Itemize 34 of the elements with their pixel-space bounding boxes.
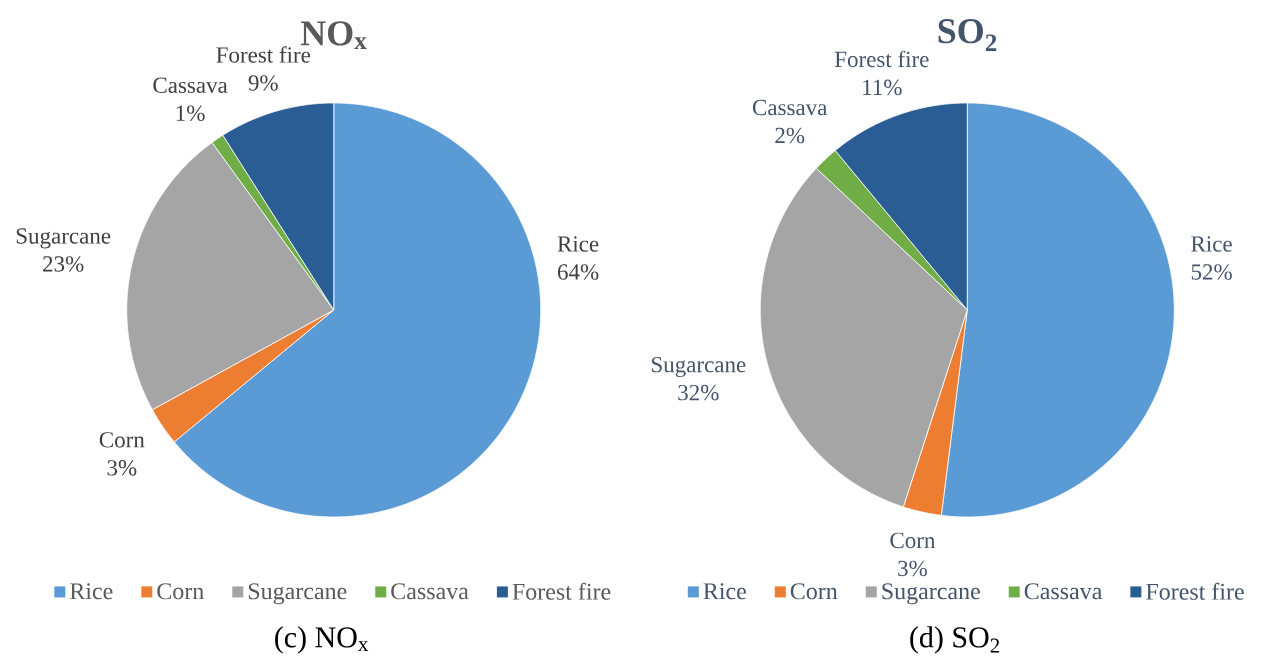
data-label: 64% <box>557 264 599 280</box>
legend-label: Corn <box>157 583 204 600</box>
chart-title: SO$_{2}$ <box>938 19 997 52</box>
legend-label: Rice <box>703 583 746 600</box>
slice-label: Rice <box>557 236 599 252</box>
slice-label: Corn <box>99 432 145 448</box>
legend-label: Sugarcane <box>882 583 980 605</box>
slice-label: Cassava <box>752 99 828 116</box>
legend-label: Sugarcane <box>248 583 347 605</box>
text: (c) NO$_{x}$ <box>275 626 369 654</box>
legend-label: Cassava <box>391 583 469 600</box>
data-label: 52% <box>1191 264 1232 280</box>
chart-title: NO$_{x}$ <box>300 21 367 49</box>
data-label: 9% <box>248 75 278 91</box>
data-label: 32% <box>678 384 719 401</box>
legend-label: Cassava <box>1024 583 1103 600</box>
legend-label: Forest fire <box>1146 582 1244 600</box>
data-label: 2% <box>775 127 805 144</box>
legend-label: Forest fire <box>512 582 611 600</box>
data-label: 23% <box>43 256 84 272</box>
slice-label: Corn <box>890 532 936 549</box>
legend-label: Corn <box>790 583 838 600</box>
slice-label: Sugarcane <box>651 356 746 378</box>
slice-label: Rice <box>1191 236 1232 252</box>
slice-label: Forest fire <box>834 50 929 68</box>
legend-label: Rice <box>70 583 113 600</box>
data-label: 1% <box>176 105 205 122</box>
text: (d) SO$_{2}$ <box>910 626 1000 654</box>
slice-label: Cassava <box>153 77 228 93</box>
slice-label: Forest fire <box>216 46 311 63</box>
slice-label: Sugarcane <box>16 228 111 249</box>
data-label: 11% <box>863 79 902 96</box>
data-label: 3% <box>107 460 137 476</box>
data-label: 3% <box>898 560 927 577</box>
